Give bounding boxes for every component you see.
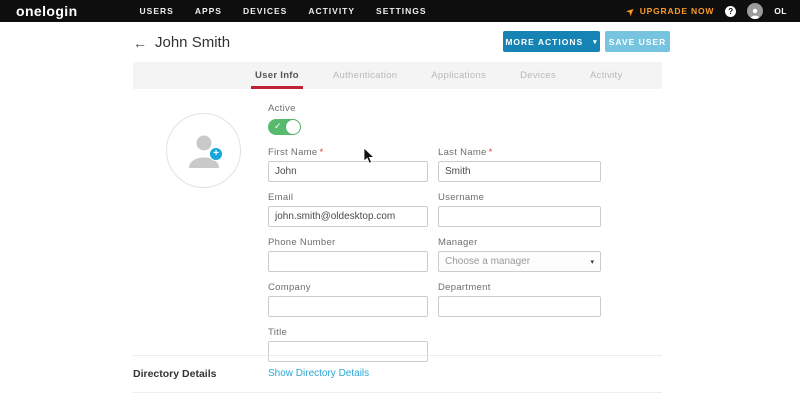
more-actions-label: MORE ACTIONS <box>505 36 584 47</box>
tab-user-info[interactable]: User Info <box>251 62 303 89</box>
person-icon <box>750 8 760 19</box>
manager-select[interactable]: Choose a manager ▾ <box>438 251 601 272</box>
save-user-button[interactable]: SAVE USER <box>605 31 670 52</box>
manager-selected-value: Choose a manager <box>445 256 531 267</box>
nav-item-devices[interactable]: DEVICES <box>242 6 288 16</box>
nav-item-users[interactable]: USERS <box>139 6 174 16</box>
directory-details-label: Directory Details <box>133 368 217 380</box>
user-info-form: Active ✓ First Name* Last Name* Email <box>268 103 602 372</box>
nav-item-activity[interactable]: ACTIVITY <box>308 6 356 16</box>
required-asterisk: * <box>488 147 493 158</box>
title-label: Title <box>268 327 288 338</box>
last-name-label: Last Name * <box>438 147 493 158</box>
form-row: First Name* Last Name* <box>268 147 602 182</box>
company-label: Company <box>268 282 311 293</box>
form-row: Title <box>268 327 602 362</box>
chevron-down-icon: ▾ <box>593 38 598 46</box>
email-group: Email <box>268 192 428 227</box>
first-name-group: First Name * <box>268 147 428 182</box>
chevron-down-icon: ▾ <box>590 258 594 266</box>
title-group: Title <box>268 327 428 362</box>
nav-item-settings[interactable]: SETTINGS <box>376 6 427 16</box>
company-field[interactable] <box>268 296 428 317</box>
tab-bar: User Info Authentication Applications De… <box>133 62 662 89</box>
username-group: Username <box>438 192 601 227</box>
tab-devices[interactable]: Devices <box>520 70 557 81</box>
more-actions-button[interactable]: MORE ACTIONS ▾ <box>503 31 600 52</box>
email-label: Email <box>268 192 294 203</box>
active-label: Active <box>268 103 296 114</box>
tab-applications[interactable]: Applications <box>431 70 487 81</box>
phone-number-field[interactable] <box>268 251 428 272</box>
onelogin-logo[interactable]: onelogin <box>16 3 78 19</box>
top-right-cluster: ➤ UPGRADE NOW ? OL <box>624 3 787 19</box>
email-field[interactable] <box>268 206 428 227</box>
page-title: John Smith <box>155 34 231 51</box>
username-field[interactable] <box>438 206 601 227</box>
rocket-icon: ➤ <box>624 4 638 18</box>
last-name-group: Last Name * <box>438 147 601 182</box>
department-field[interactable] <box>438 296 601 317</box>
back-arrow-icon[interactable]: ← <box>133 34 147 51</box>
required-asterisk: * <box>319 147 324 158</box>
first-name-field[interactable] <box>268 161 428 182</box>
form-row: Company Department <box>268 282 602 317</box>
section-divider <box>133 392 662 393</box>
check-icon: ✓ <box>274 121 282 131</box>
nav-item-apps[interactable]: APPS <box>194 6 222 16</box>
phone-label: Phone Number <box>268 237 336 248</box>
tab-authentication[interactable]: Authentication <box>332 70 398 81</box>
department-group: Department <box>438 282 601 317</box>
account-initials[interactable]: OL <box>774 6 787 16</box>
show-directory-details-link[interactable]: Show Directory Details <box>268 368 370 379</box>
account-avatar-icon[interactable] <box>747 3 764 19</box>
username-label: Username <box>438 192 485 203</box>
section-divider <box>133 355 662 356</box>
active-toggle[interactable]: ✓ <box>268 119 301 135</box>
phone-group: Phone Number <box>268 237 428 272</box>
help-icon[interactable]: ? <box>725 5 737 17</box>
main-nav: USERS APPS DEVICES ACTIVITY SETTINGS <box>140 6 427 16</box>
upgrade-now-button[interactable]: ➤ UPGRADE NOW <box>624 4 715 18</box>
title-field[interactable] <box>268 341 428 362</box>
company-group: Company <box>268 282 428 317</box>
form-row: Email Username <box>268 192 602 227</box>
save-user-label: SAVE USER <box>608 36 667 47</box>
manager-group: Manager Choose a manager ▾ <box>438 237 601 272</box>
manager-label: Manager <box>438 237 478 248</box>
last-name-field[interactable] <box>438 161 601 182</box>
form-row: Phone Number Manager Choose a manager ▾ <box>268 237 602 272</box>
department-label: Department <box>438 282 491 293</box>
page-header: ← John Smith <box>133 34 230 51</box>
profile-photo-upload[interactable]: + <box>166 113 241 188</box>
toggle-knob <box>286 120 300 134</box>
top-nav-bar: onelogin USERS APPS DEVICES ACTIVITY SET… <box>0 0 800 22</box>
add-photo-icon[interactable]: + <box>209 147 223 161</box>
tab-activity[interactable]: Activity <box>590 70 623 81</box>
upgrade-now-label: UPGRADE NOW <box>639 6 715 16</box>
first-name-label: First Name * <box>268 147 324 158</box>
